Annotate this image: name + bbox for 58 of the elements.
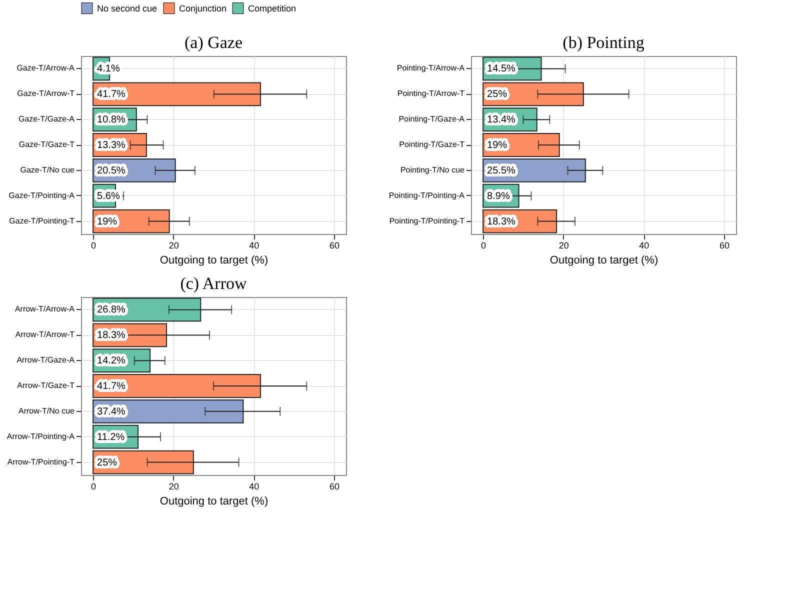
x-tick-label: 20 xyxy=(168,482,179,492)
data-label: 37.4% xyxy=(97,406,126,418)
data-label: 13.4% xyxy=(487,114,516,126)
y-tick-label: Pointing-T/Arrow-T xyxy=(397,89,465,98)
chart-title: (b) Pointing xyxy=(562,33,645,52)
y-tick-label: Gaze-T/No cue xyxy=(20,165,76,174)
data-label: 20.5% xyxy=(97,165,126,176)
y-tick-label: Pointing-T/Gaze-T xyxy=(399,140,465,149)
legend-label: Competition xyxy=(248,3,296,14)
y-tick-label: Arrow-T/Pointing-A xyxy=(6,432,76,441)
y-tick-label: Arrow-T/Arrow-T xyxy=(15,330,75,340)
y-tick-label: Pointing-T/Pointing-A xyxy=(388,190,466,200)
data-label: 25% xyxy=(97,457,118,468)
x-tick-label: 0 xyxy=(481,240,486,250)
x-tick-label: 40 xyxy=(249,482,260,492)
x-tick-label: 60 xyxy=(719,240,730,250)
data-label: 10.8% xyxy=(97,114,126,126)
data-label: 25% xyxy=(487,89,508,100)
data-label: 26.8% xyxy=(97,304,126,316)
x-axis-title: Outgoing to target (%) xyxy=(550,254,658,266)
x-tick-label: 20 xyxy=(558,240,569,250)
data-label: 41.7% xyxy=(97,89,126,100)
y-tick-label: Gaze-T/Gaze-A xyxy=(18,114,76,124)
y-tick-label: Gaze-T/Arrow-T xyxy=(17,89,75,98)
y-tick-label: Gaze-T/Arrow-A xyxy=(16,64,76,73)
y-tick-label: Arrow-T/Gaze-A xyxy=(16,356,76,365)
x-tick-label: 40 xyxy=(639,240,650,250)
data-label: 14.5% xyxy=(487,64,516,75)
y-tick-label: Pointing-T/Pointing-T xyxy=(389,216,465,226)
x-axis-title: Outgoing to target (%) xyxy=(160,496,268,508)
legend-label: Conjunction xyxy=(179,3,227,14)
y-tick-label: Arrow-T/Gaze-T xyxy=(17,381,75,390)
y-tick-label: Pointing-T/Arrow-A xyxy=(396,64,466,73)
x-tick-label: 0 xyxy=(91,240,96,250)
chart-title: (a) Gaze xyxy=(184,33,243,52)
data-label: 19% xyxy=(487,140,508,151)
x-tick-label: 60 xyxy=(329,240,340,250)
data-label: 14.2% xyxy=(97,356,126,367)
x-tick-label: 20 xyxy=(168,240,179,250)
x-tick-label: 40 xyxy=(249,240,260,250)
y-tick-label: Pointing-T/Gaze-A xyxy=(398,114,466,124)
data-label: 19% xyxy=(97,216,118,228)
x-axis-title: Outgoing to target (%) xyxy=(160,254,268,266)
y-tick-label: Gaze-T/Gaze-T xyxy=(18,140,75,149)
y-tick-label: Gaze-T/Pointing-T xyxy=(9,216,75,226)
y-tick-label: Arrow-T/Arrow-A xyxy=(14,304,76,314)
data-label: 25.5% xyxy=(487,165,516,176)
x-tick-label: 0 xyxy=(91,482,96,492)
x-tick-label: 60 xyxy=(329,482,340,492)
legend-label: No second cue xyxy=(97,3,158,14)
y-tick-label: Pointing-T/No cue xyxy=(400,165,466,174)
data-label: 41.7% xyxy=(97,381,126,392)
y-tick-label: Arrow-T/No cue xyxy=(18,406,76,416)
y-tick-label: Gaze-T/Pointing-A xyxy=(8,190,76,200)
data-label: 13.3% xyxy=(97,140,126,151)
y-tick-label: Arrow-T/Pointing-T xyxy=(7,457,75,466)
chart-title: (c) Arrow xyxy=(180,274,248,293)
data-label: 18.3% xyxy=(487,216,516,228)
